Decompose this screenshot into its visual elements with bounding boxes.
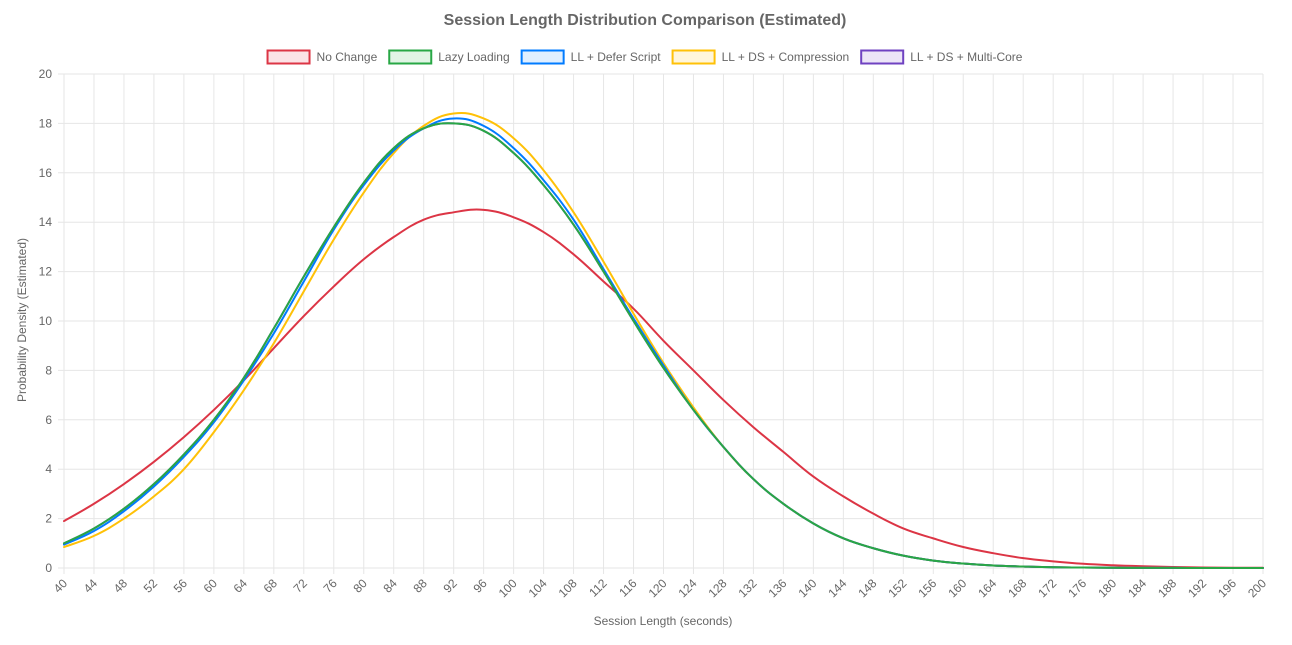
- x-tick-label: 188: [1155, 576, 1179, 600]
- x-tick-label: 60: [201, 576, 221, 596]
- x-tick-label: 68: [261, 576, 281, 596]
- x-tick-label: 112: [586, 576, 610, 600]
- legend-swatch: [860, 49, 905, 65]
- x-tick-label: 120: [646, 576, 670, 600]
- x-tick-label: 156: [915, 576, 939, 600]
- chart-title: Session Length Distribution Comparison (…: [444, 12, 847, 29]
- x-axis-title: Session Length (seconds): [594, 614, 733, 628]
- x-tick-label: 164: [975, 576, 999, 600]
- y-tick-label: 10: [39, 314, 53, 328]
- x-tick-label: 56: [171, 576, 191, 596]
- legend-swatch: [520, 49, 565, 65]
- x-tick-label: 152: [885, 576, 909, 600]
- y-axis-ticks: 0 2 4 6 8 10 12 14 16 18 20: [39, 67, 53, 575]
- x-tick-label: 128: [706, 576, 730, 600]
- x-tick-label: 132: [735, 576, 759, 600]
- y-tick-label: 20: [39, 67, 53, 81]
- x-tick-label: 176: [1065, 576, 1089, 600]
- x-tick-label: 144: [825, 576, 849, 600]
- x-tick-label: 48: [111, 576, 131, 596]
- x-tick-label: 200: [1245, 576, 1269, 600]
- y-tick-label: 18: [39, 116, 53, 130]
- x-tick-label: 84: [381, 576, 401, 596]
- y-tick-label: 12: [39, 265, 53, 279]
- series-line-lazy-loading: [63, 122, 1264, 569]
- x-tick-label: 184: [1125, 576, 1149, 600]
- legend-label: No Change: [317, 50, 378, 64]
- x-tick-label: 80: [351, 576, 371, 596]
- x-tick-label: 116: [616, 576, 640, 600]
- legend-swatch: [388, 49, 433, 65]
- y-tick-label: 4: [45, 462, 52, 476]
- y-tick-label: 6: [45, 413, 52, 427]
- y-tick-label: 16: [39, 166, 53, 180]
- legend-label: LL + Defer Script: [571, 50, 662, 64]
- legend-label: LL + DS + Multi-Core: [910, 50, 1023, 64]
- x-tick-label: 96: [470, 576, 490, 596]
- legend-item-no-change[interactable]: No Change: [266, 49, 378, 65]
- x-axis-ticks: 40 44 48 52 56 60 64 68 72 76 80 84 88 92 96 100 104 108 1…: [51, 576, 1270, 600]
- legend-item-ll-ds-multi-core[interactable]: LL + DS + Multi-Core: [860, 49, 1023, 65]
- x-tick-label: 92: [440, 576, 460, 596]
- x-tick-label: 148: [855, 576, 879, 600]
- y-tick-label: 8: [45, 363, 52, 377]
- x-tick-label: 72: [291, 576, 311, 596]
- x-tick-label: 52: [141, 576, 161, 596]
- x-tick-label: 180: [1095, 576, 1119, 600]
- y-axis-title: Probability Density (Estimated): [15, 238, 29, 402]
- legend-item-ll-ds-compression[interactable]: LL + DS + Compression: [671, 49, 850, 65]
- series-lines: [63, 111, 1264, 569]
- x-tick-label: 64: [231, 576, 251, 596]
- x-tick-label: 100: [496, 576, 520, 600]
- legend-swatch: [671, 49, 716, 65]
- x-tick-label: 76: [321, 576, 341, 596]
- legend-swatch: [266, 49, 311, 65]
- y-tick-label: 14: [39, 215, 53, 229]
- x-tick-label: 136: [765, 576, 789, 600]
- legend-item-ll-defer-script[interactable]: LL + Defer Script: [520, 49, 662, 65]
- x-tick-label: 88: [410, 576, 430, 596]
- x-tick-label: 40: [51, 576, 71, 596]
- x-tick-label: 168: [1005, 576, 1029, 600]
- x-tick-label: 196: [1215, 576, 1239, 600]
- x-tick-label: 44: [81, 576, 101, 596]
- legend-label: LL + DS + Compression: [722, 50, 850, 64]
- x-tick-label: 160: [945, 576, 969, 600]
- y-tick-label: 0: [45, 561, 52, 575]
- x-tick-label: 124: [676, 576, 700, 600]
- x-tick-label: 192: [1185, 576, 1209, 600]
- x-tick-label: 104: [526, 576, 550, 600]
- y-tick-label: 2: [45, 512, 52, 526]
- x-tick-label: 140: [795, 576, 819, 600]
- x-tick-label: 108: [556, 576, 580, 600]
- legend-label: Lazy Loading: [438, 50, 509, 64]
- legend-item-lazy-loading[interactable]: Lazy Loading: [388, 49, 510, 65]
- legend[interactable]: No Change Lazy Loading LL + Defer Script LL…: [266, 49, 1023, 65]
- grid: [58, 73, 1264, 574]
- x-tick-label: 172: [1035, 576, 1059, 600]
